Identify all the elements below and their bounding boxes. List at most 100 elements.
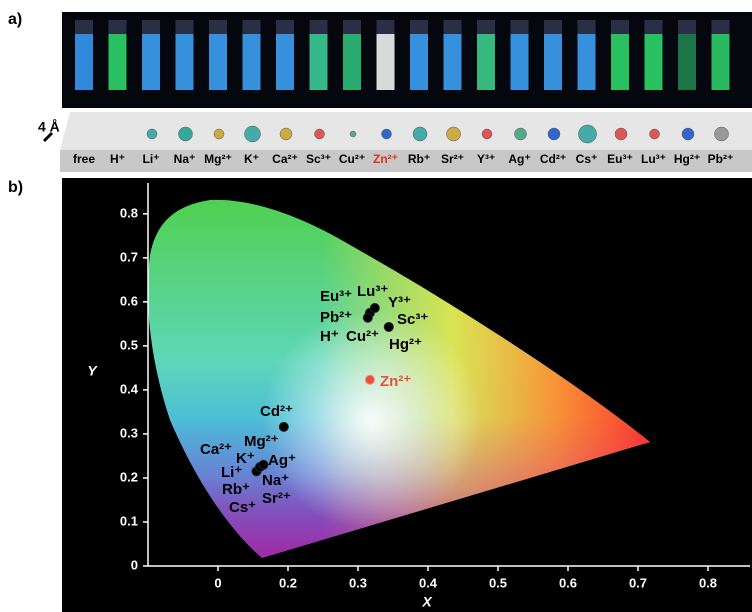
x-tick-label: 0.4 xyxy=(419,575,438,590)
ion-label: Rb⁺ xyxy=(408,152,430,166)
vial-cap xyxy=(377,20,395,34)
ion-label: free xyxy=(73,152,95,166)
x-tick-label: 0.6 xyxy=(559,575,577,590)
ion-sphere xyxy=(515,128,527,140)
vial-cap xyxy=(611,20,629,34)
ion-label: K⁺ xyxy=(244,152,259,166)
y-tick-label: 0.8 xyxy=(120,205,138,220)
ion-label: Ag⁺ xyxy=(508,152,530,166)
ion-annotation: Ca²⁺ xyxy=(200,441,232,458)
ion-annotation: Pb²⁺ xyxy=(320,309,352,326)
vial-cap xyxy=(444,20,462,34)
ion-sphere xyxy=(715,127,729,141)
ion-annotation: Cu²⁺ xyxy=(346,328,379,345)
vial xyxy=(712,34,730,90)
ion-label: Sc³⁺ xyxy=(306,152,331,166)
ion-sphere xyxy=(214,129,224,139)
vial xyxy=(343,34,361,90)
data-point xyxy=(363,313,372,322)
ion-sphere xyxy=(382,129,392,139)
vial xyxy=(511,34,529,90)
ion-label: Ca²⁺ xyxy=(272,152,298,166)
x-tick-label: 0.5 xyxy=(489,575,507,590)
panel-label: a) xyxy=(8,11,22,28)
ion-label: Zn²⁺ xyxy=(373,152,398,166)
ion-label: Sr²⁺ xyxy=(441,152,464,166)
y-tick-label: 0 xyxy=(131,557,138,572)
vial-cap xyxy=(544,20,562,34)
vial xyxy=(75,34,93,90)
ion-sphere xyxy=(315,129,325,139)
data-point xyxy=(384,322,393,331)
y-tick-label: 0.1 xyxy=(120,513,138,528)
ion-label: Cd²⁺ xyxy=(540,152,566,166)
data-point xyxy=(279,422,288,431)
vial-cap xyxy=(109,20,127,34)
ion-label: Cu²⁺ xyxy=(339,152,365,166)
ion-sphere xyxy=(579,125,597,143)
ion-label: Li⁺ xyxy=(143,152,160,166)
ion-sphere xyxy=(350,131,356,137)
ion-sphere xyxy=(650,129,660,139)
data-point xyxy=(370,304,379,313)
ion-annotation: Zn²⁺ xyxy=(380,373,411,390)
ion-annotation: Li⁺ xyxy=(221,464,242,481)
vial-cap xyxy=(712,20,730,34)
vial xyxy=(410,34,428,90)
ion-annotation: Na⁺ xyxy=(262,472,289,489)
vial-cap xyxy=(477,20,495,34)
vial xyxy=(444,34,462,90)
ion-annotation: Cd²⁺ xyxy=(260,403,293,420)
ion-label: Cs⁺ xyxy=(576,152,598,166)
vial-cap xyxy=(276,20,294,34)
ion-label: Lu³⁺ xyxy=(641,152,666,166)
vial xyxy=(109,34,127,90)
vial xyxy=(645,34,663,90)
vial xyxy=(209,34,227,90)
ion-annotation: Cs⁺ xyxy=(229,499,256,516)
vial-cap xyxy=(678,20,696,34)
x-tick-label: 0.7 xyxy=(629,575,647,590)
ion-sphere xyxy=(548,128,560,140)
y-tick-label: 0.2 xyxy=(120,469,138,484)
ion-annotation: Ag⁺ xyxy=(268,452,296,469)
ion-annotation: Mg²⁺ xyxy=(244,433,279,450)
ion-label: Pb²⁺ xyxy=(708,152,734,166)
ion-sphere xyxy=(179,127,193,141)
y-tick-label: 0.6 xyxy=(120,293,138,308)
x-tick-label: 0 xyxy=(214,575,221,590)
vial xyxy=(377,34,395,90)
vial-cap xyxy=(142,20,160,34)
ion-sphere xyxy=(413,127,427,141)
data-point xyxy=(259,460,268,469)
vial xyxy=(611,34,629,90)
vial xyxy=(477,34,495,90)
vial-cap xyxy=(209,20,227,34)
ion-sphere xyxy=(280,128,292,140)
ion-label: Mg²⁺ xyxy=(204,152,232,166)
vial xyxy=(142,34,160,90)
ion-annotation: Sr²⁺ xyxy=(262,490,291,507)
ion-label: Hg²⁺ xyxy=(674,152,700,166)
vial-cap xyxy=(343,20,361,34)
ion-annotation: Y³⁺ xyxy=(388,294,411,311)
vial-cap xyxy=(645,20,663,34)
x-tick-label: 0.3 xyxy=(349,575,367,590)
y-tick-label: 0.7 xyxy=(120,249,138,264)
vial-cap xyxy=(75,20,93,34)
vial-cap xyxy=(511,20,529,34)
y-tick-label: 0.4 xyxy=(120,381,139,396)
ion-sphere xyxy=(482,129,492,139)
x-tick-label: 0.2 xyxy=(279,575,297,590)
vial xyxy=(176,34,194,90)
vial xyxy=(310,34,328,90)
ion-annotation: Eu³⁺ xyxy=(320,288,352,305)
ion-annotation: Rb⁺ xyxy=(222,481,250,498)
scale-label: 4 Å xyxy=(38,119,60,135)
ion-sphere xyxy=(147,129,157,139)
ion-label: H⁺ xyxy=(110,152,125,166)
data-point xyxy=(365,375,374,384)
x-axis-label: X xyxy=(421,594,433,610)
ion-label: Na⁺ xyxy=(174,152,196,166)
ion-sphere xyxy=(447,127,461,141)
